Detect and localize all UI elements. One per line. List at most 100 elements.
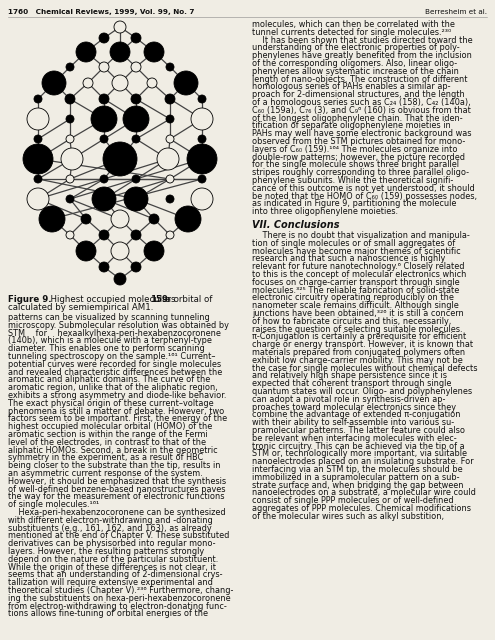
Circle shape	[157, 148, 179, 170]
Circle shape	[34, 135, 42, 143]
Text: phenylenes allow systematic increase of the chain: phenylenes allow systematic increase of …	[252, 67, 459, 76]
Circle shape	[166, 135, 174, 143]
Circle shape	[42, 71, 66, 95]
Text: proaches toward molecular electronics since they: proaches toward molecular electronics si…	[252, 403, 456, 412]
Circle shape	[112, 75, 128, 91]
Text: phenylenes have greatly benefited from the inclusion: phenylenes have greatly benefited from t…	[252, 51, 472, 60]
Text: of a homologous series such as C₂₄ (158), C₄₂ (140a),: of a homologous series such as C₂₄ (158)…	[252, 98, 471, 107]
Text: an asymmetric current response of the system.: an asymmetric current response of the sy…	[8, 469, 202, 478]
Text: raises the question of selecting suitable molecules.: raises the question of selecting suitabl…	[252, 324, 462, 333]
Text: factors seem to be important. First, the energy of the: factors seem to be important. First, the…	[8, 415, 227, 424]
Circle shape	[91, 106, 117, 132]
Text: molecules have become major themes of scientific: molecules have become major themes of sc…	[252, 246, 461, 255]
Text: research and that such a nanoscience is highly: research and that such a nanoscience is …	[252, 254, 445, 264]
Text: length of nano-objects. The construction of different: length of nano-objects. The construction…	[252, 75, 467, 84]
Circle shape	[198, 135, 206, 143]
Text: mentioned at the end of Chapter V. These substituted: mentioned at the end of Chapter V. These…	[8, 531, 229, 540]
Circle shape	[111, 242, 129, 260]
Text: electronic circuitry operating reproducibly on the: electronic circuitry operating reproduci…	[252, 293, 454, 302]
Text: and revealed characteristic differences between the: and revealed characteristic differences …	[8, 367, 222, 376]
Text: (140b), which is a molecule with a terphenyl-type: (140b), which is a molecule with a terph…	[8, 337, 212, 346]
Text: aromatic region, unlike that of the aliphatic region,: aromatic region, unlike that of the alip…	[8, 383, 218, 392]
Circle shape	[175, 206, 201, 232]
Text: expected that coherent transport through single: expected that coherent transport through…	[252, 379, 451, 388]
Circle shape	[144, 42, 164, 62]
Circle shape	[99, 262, 109, 272]
Circle shape	[198, 175, 206, 183]
Circle shape	[76, 42, 96, 62]
Circle shape	[149, 214, 159, 224]
Text: Figure 9.: Figure 9.	[8, 295, 51, 304]
Text: highest occupied molecular orbital (HOMO) of the: highest occupied molecular orbital (HOMO…	[8, 422, 212, 431]
Text: into three oligophenylene moieties.: into three oligophenylene moieties.	[252, 207, 398, 216]
Text: aliphatic HOMOs. Second, a break in the geometric: aliphatic HOMOs. Second, a break in the …	[8, 445, 218, 454]
Text: Highest occupied molecular orbital of: Highest occupied molecular orbital of	[45, 295, 215, 304]
Text: exhibits a strong asymmetry and diode-like behavior.: exhibits a strong asymmetry and diode-li…	[8, 391, 226, 400]
Text: level of the electrodes, in contrast to that of the: level of the electrodes, in contrast to …	[8, 438, 206, 447]
Circle shape	[124, 187, 148, 211]
Text: 1760   Chemical Reviews, 1999, Vol. 99, No. 7: 1760 Chemical Reviews, 1999, Vol. 99, No…	[8, 9, 195, 15]
Circle shape	[66, 63, 74, 71]
Circle shape	[114, 273, 126, 285]
Text: nanometer scale remains difficult. Although single: nanometer scale remains difficult. Altho…	[252, 301, 459, 310]
Circle shape	[166, 195, 174, 203]
Text: proach for 2-dimensional structures, and the length: proach for 2-dimensional structures, and…	[252, 90, 465, 99]
Text: pramolecular patterns. The latter feature could also: pramolecular patterns. The latter featur…	[252, 426, 465, 435]
Circle shape	[191, 108, 213, 130]
Circle shape	[166, 115, 174, 123]
Text: junctions have been obtained,³²⁶ it is still a concern: junctions have been obtained,³²⁶ it is s…	[252, 309, 464, 318]
Text: aromatic and aliphatic domains. The curve of the: aromatic and aliphatic domains. The curv…	[8, 376, 210, 385]
Text: layers of C₆₀ (159).¹⁶⁴ The molecules organize into: layers of C₆₀ (159).¹⁶⁴ The molecules or…	[252, 145, 457, 154]
Text: tion of single molecules or of small aggregates of: tion of single molecules or of small agg…	[252, 239, 455, 248]
Text: STM    for    hexaalkylhexa-peri-hexabenzocoronene: STM for hexaalkylhexa-peri-hexabenzocoro…	[8, 328, 221, 338]
Text: stripes roughly corresponding to three parallel oligo-: stripes roughly corresponding to three p…	[252, 168, 469, 177]
Circle shape	[165, 94, 175, 104]
Text: as: as	[163, 295, 176, 304]
Text: cance of this outcome is not yet understood, it should: cance of this outcome is not yet underst…	[252, 184, 475, 193]
Text: C₆₀ (159a), C₇₆ (3), and C₉⁶ (160) is obvious from that: C₆₀ (159a), C₇₆ (3), and C₉⁶ (160) is ob…	[252, 106, 471, 115]
Text: as indicated in Figure 9, partitioning the molecule: as indicated in Figure 9, partitioning t…	[252, 200, 456, 209]
Text: with their ability to self-assemble into various su-: with their ability to self-assemble into…	[252, 418, 454, 428]
Text: derivatives can be physisorbed into regular mono-: derivatives can be physisorbed into regu…	[8, 539, 215, 548]
Text: to this is the concept of molecular electronics which: to this is the concept of molecular elec…	[252, 270, 466, 279]
Circle shape	[131, 62, 141, 72]
Text: aggregates of PPP molecules. Chemical modifications: aggregates of PPP molecules. Chemical mo…	[252, 504, 471, 513]
Text: of the molecular wires such as alkyl substition,: of the molecular wires such as alkyl sub…	[252, 512, 444, 521]
Text: calculated by semiempirical AM1.: calculated by semiempirical AM1.	[8, 303, 153, 312]
Text: of the corresponding oligomers. Also, linear oligo-: of the corresponding oligomers. Also, li…	[252, 59, 457, 68]
Circle shape	[132, 135, 140, 143]
Text: VII. Conclusions: VII. Conclusions	[252, 220, 340, 230]
Text: from electron-withdrawing to electron-donating func-: from electron-withdrawing to electron-do…	[8, 602, 227, 611]
Circle shape	[131, 262, 141, 272]
Circle shape	[34, 95, 42, 103]
Circle shape	[110, 42, 130, 62]
Circle shape	[99, 230, 109, 240]
Text: substituents (e.g., 161, 162, and 163), as already: substituents (e.g., 161, 162, and 163), …	[8, 524, 212, 532]
Text: However, it should be emphasized that the synthesis: However, it should be emphasized that th…	[8, 477, 226, 486]
Text: being closer to the substrate than the tip, results in: being closer to the substrate than the t…	[8, 461, 220, 470]
Circle shape	[34, 175, 42, 183]
Circle shape	[99, 62, 109, 72]
Text: It has been shown that studies directed toward the: It has been shown that studies directed …	[252, 36, 473, 45]
Circle shape	[65, 94, 75, 104]
Circle shape	[81, 214, 91, 224]
Text: and relatively high shape persistence since it is: and relatively high shape persistence si…	[252, 371, 447, 380]
Circle shape	[123, 106, 149, 132]
Text: tallization will require extensive experimental and: tallization will require extensive exper…	[8, 578, 213, 588]
Circle shape	[174, 71, 198, 95]
Text: quantum states will occur. Oligo- and polyphenylenes: quantum states will occur. Oligo- and po…	[252, 387, 472, 396]
Text: microscopy. Submolecular resolution was obtained by: microscopy. Submolecular resolution was …	[8, 321, 229, 330]
Text: patterns can be visualized by scanning tunneling: patterns can be visualized by scanning t…	[8, 313, 210, 322]
Text: nanoelectrodes on a substrate, a molecular wire could: nanoelectrodes on a substrate, a molecul…	[252, 488, 476, 497]
Text: can adopt a pivotal role in synthesis-driven ap-: can adopt a pivotal role in synthesis-dr…	[252, 395, 446, 404]
Circle shape	[144, 241, 164, 261]
Text: nanoelectrodes placed on an insulating substrate. For: nanoelectrodes placed on an insulating s…	[252, 457, 474, 466]
Text: symmetry in the experiment, as a result of HBC: symmetry in the experiment, as a result …	[8, 453, 203, 462]
Text: the way for the measurement of electronic functions: the way for the measurement of electroni…	[8, 492, 225, 501]
Text: homologous series of PAHs enables a similar ap-: homologous series of PAHs enables a simi…	[252, 83, 450, 92]
Circle shape	[39, 206, 65, 232]
Text: of well-defined benzene-based nanostructures paves: of well-defined benzene-based nanostruct…	[8, 484, 226, 493]
Text: with different electron-withdrawing and -donating: with different electron-withdrawing and …	[8, 516, 213, 525]
Text: theoretical studies (Chapter V).²³⁶ Furthermore, chang-: theoretical studies (Chapter V).²³⁶ Furt…	[8, 586, 233, 595]
Circle shape	[99, 33, 109, 43]
